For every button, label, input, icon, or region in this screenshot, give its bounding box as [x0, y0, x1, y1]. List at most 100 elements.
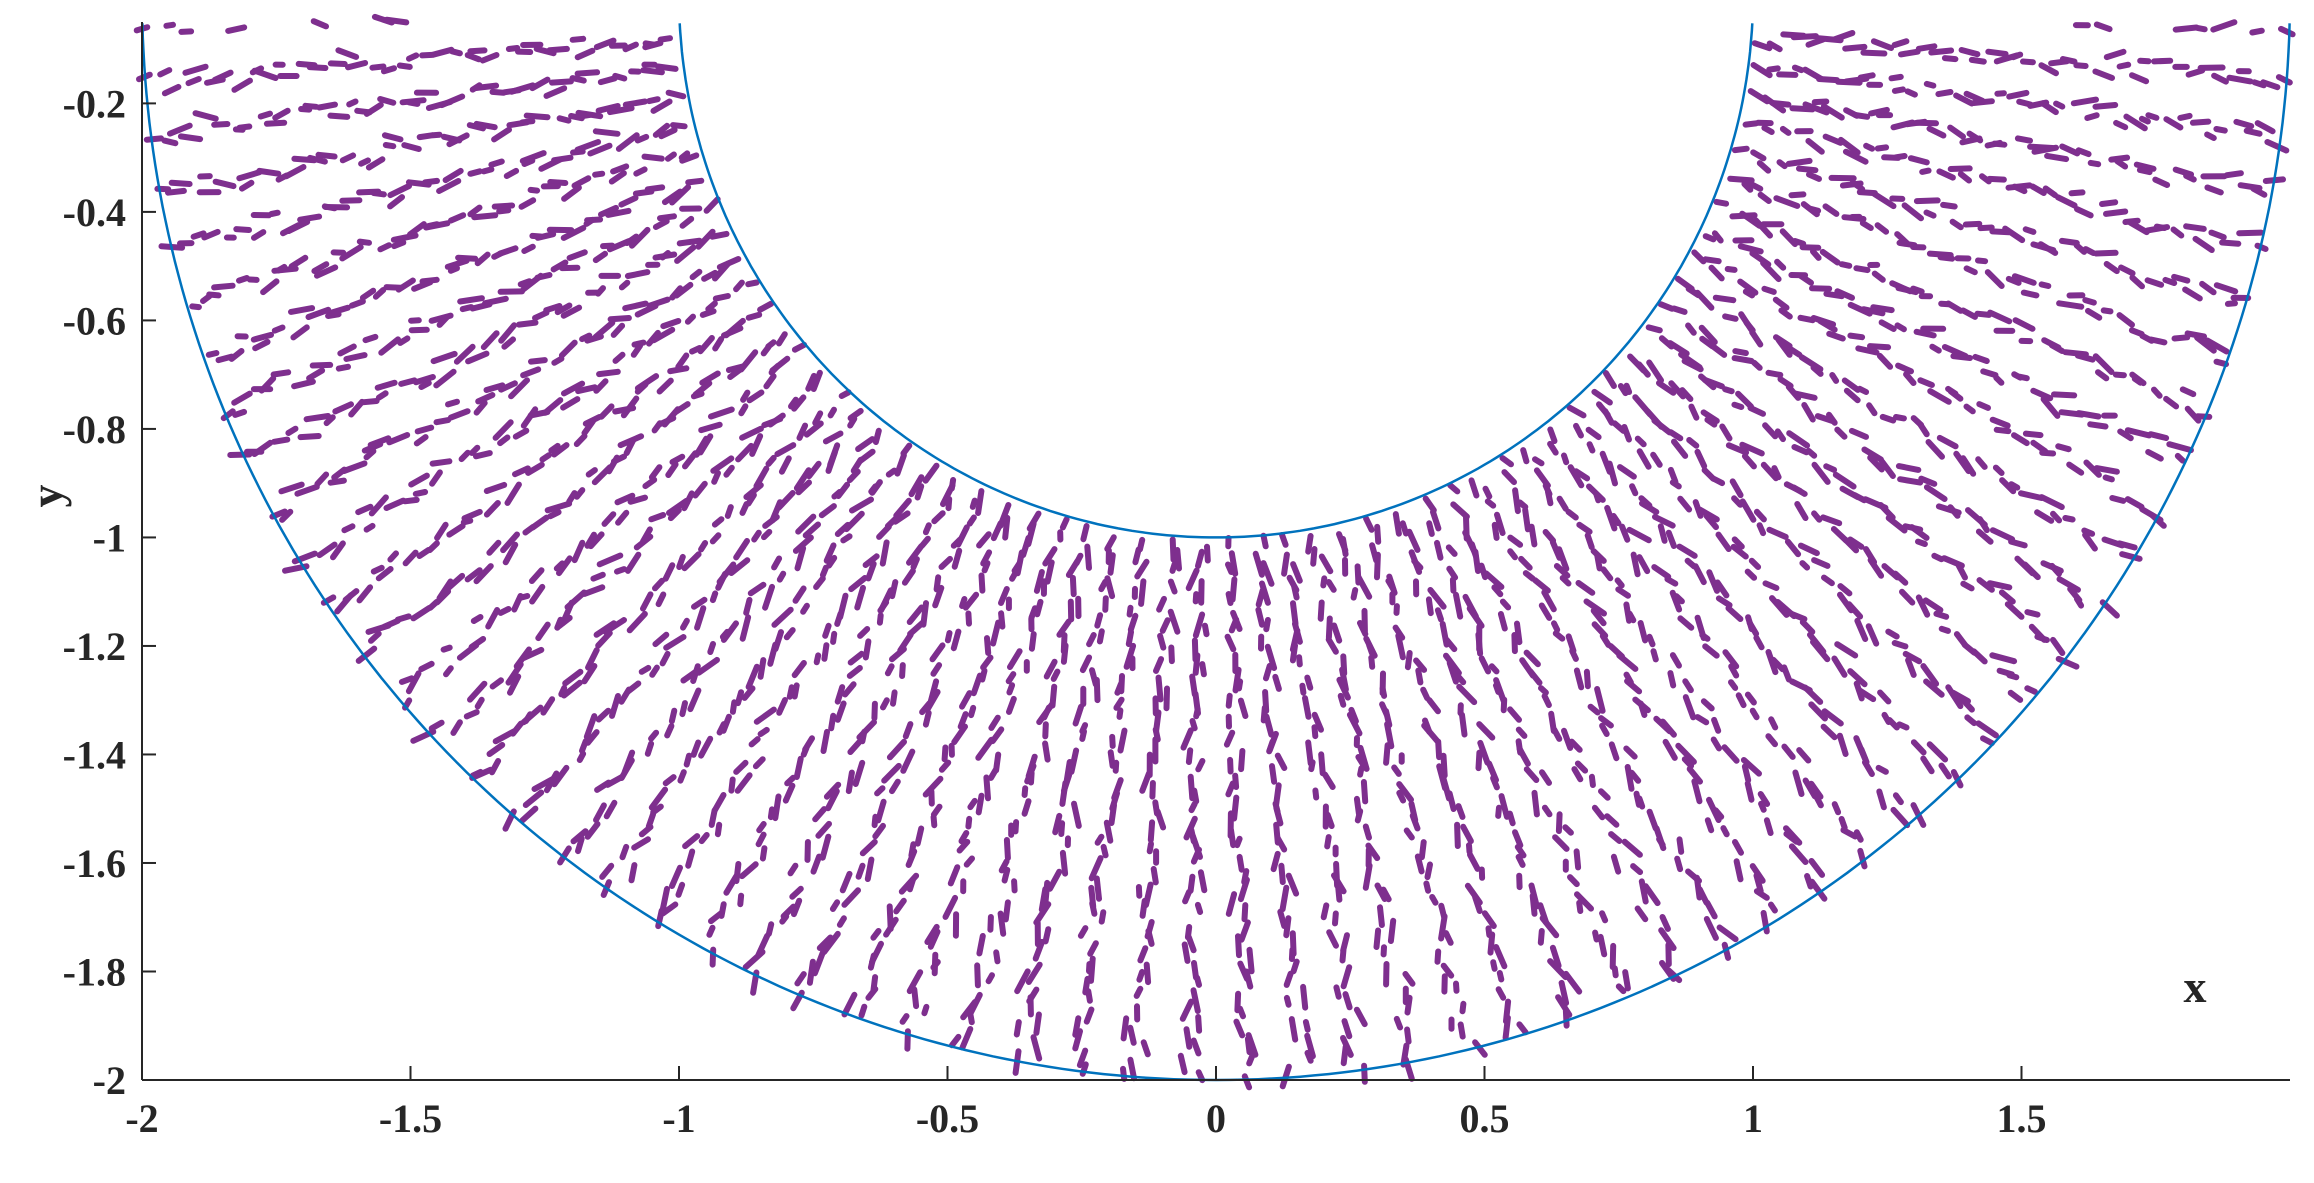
scatter-point: [522, 789, 545, 808]
scatter-point: [1079, 654, 1093, 674]
scatter-point: [735, 689, 745, 707]
scatter-point: [161, 137, 179, 147]
scatter-point: [1478, 655, 1492, 675]
scatter-point: [1114, 681, 1124, 696]
scatter-point: [558, 339, 578, 359]
scatter-point: [1593, 490, 1602, 504]
scatter-point: [1424, 861, 1433, 881]
scatter-point: [862, 638, 872, 661]
scatter-point: [2042, 185, 2059, 199]
scatter-point: [1403, 827, 1415, 841]
scatter-point: [1746, 619, 1760, 637]
scatter-point: [1834, 426, 1848, 440]
scatter-point: [890, 689, 898, 707]
scatter-point: [458, 449, 471, 463]
scatter-point: [469, 768, 484, 779]
scatter-point: [1246, 946, 1255, 975]
scatter-point: [1875, 764, 1889, 775]
scatter-point: [573, 433, 588, 448]
scatter-point: [632, 188, 655, 197]
scatter-point: [192, 110, 219, 122]
scatter-point: [583, 216, 596, 227]
scatter-point: [1044, 559, 1055, 585]
scatter-point: [1704, 817, 1715, 834]
scatter-point: [1937, 254, 1956, 262]
scatter-point: [523, 112, 551, 121]
scatter-point: [2103, 208, 2129, 217]
scatter-point: [2006, 672, 2020, 681]
scatter-point: [1799, 619, 1816, 635]
scatter-point: [795, 513, 817, 535]
scatter-point: [382, 142, 397, 150]
scatter-point: [761, 528, 773, 541]
scatter-point: [1856, 385, 1870, 395]
scatter-point: [1304, 1032, 1316, 1060]
scatter-point: [685, 177, 705, 186]
scatter-point: [1804, 873, 1814, 890]
scatter-point: [1837, 136, 1861, 156]
scatter-point: [325, 311, 342, 319]
scatter-point: [1541, 804, 1553, 818]
scatter-point: [1434, 607, 1444, 623]
scatter-point: [1523, 766, 1540, 783]
scatter-point: [796, 422, 809, 441]
scatter-point: [812, 410, 824, 426]
scatter-point: [1669, 652, 1682, 669]
scatter-point: [1302, 695, 1312, 720]
scatter-point: [1012, 819, 1020, 835]
scatter-point: [1561, 452, 1570, 466]
scatter-point: [1604, 504, 1618, 532]
scatter-point: [2124, 496, 2145, 510]
scatter-point: [1120, 1065, 1128, 1082]
scatter-point: [1567, 874, 1580, 888]
scatter-point: [587, 142, 613, 157]
scatter-point: [1311, 711, 1324, 733]
scatter-point: [489, 88, 507, 96]
scatter-point: [783, 627, 796, 641]
scatter-point: [951, 723, 968, 745]
scatter-point: [1494, 511, 1506, 536]
scatter-point: [511, 593, 524, 613]
scatter-point: [1796, 747, 1812, 764]
scatter-point: [1634, 905, 1649, 923]
scatter-point: [745, 492, 757, 507]
scatter-point: [1137, 945, 1149, 964]
scatter-point: [1516, 499, 1529, 510]
scatter-point: [1642, 883, 1661, 907]
scatter-point: [976, 933, 986, 957]
scatter-point: [1182, 889, 1192, 905]
scatter-point: [543, 303, 563, 314]
scatter-point: [834, 521, 851, 537]
scatter-point: [2099, 199, 2119, 207]
scatter-point: [649, 664, 660, 678]
scatter-point: [1698, 324, 1718, 345]
scatter-point: [306, 367, 326, 382]
scatter-point: [1434, 948, 1442, 965]
scatter-point: [1453, 591, 1464, 620]
scatter-point: [1807, 205, 1822, 214]
scatter-point: [1006, 695, 1017, 715]
scatter-point: [870, 928, 882, 941]
scatter-point: [298, 106, 313, 113]
scatter-point: [1673, 593, 1685, 605]
scatter-point: [1368, 654, 1376, 670]
x-tick-label: 0.5: [1460, 1096, 1510, 1141]
scatter-point: [993, 949, 1001, 965]
scatter-point: [1706, 569, 1720, 594]
scatter-point: [1741, 181, 1754, 193]
scatter-point: [1072, 1015, 1082, 1038]
scatter-point: [1609, 942, 1617, 970]
scatter-point: [1145, 928, 1155, 947]
scatter-point: [2093, 249, 2119, 257]
scatter-point: [1863, 142, 1876, 152]
scatter-point: [1686, 437, 1700, 449]
scatter-point: [865, 986, 879, 1001]
scatter-point: [562, 668, 584, 687]
scatter-point: [1813, 793, 1824, 809]
scatter-point: [383, 497, 407, 511]
scatter-point: [1167, 578, 1178, 595]
scatter-point: [371, 13, 395, 26]
scatter-point: [1623, 745, 1638, 760]
scatter-point: [1899, 588, 1916, 606]
scatter-point: [271, 436, 291, 445]
